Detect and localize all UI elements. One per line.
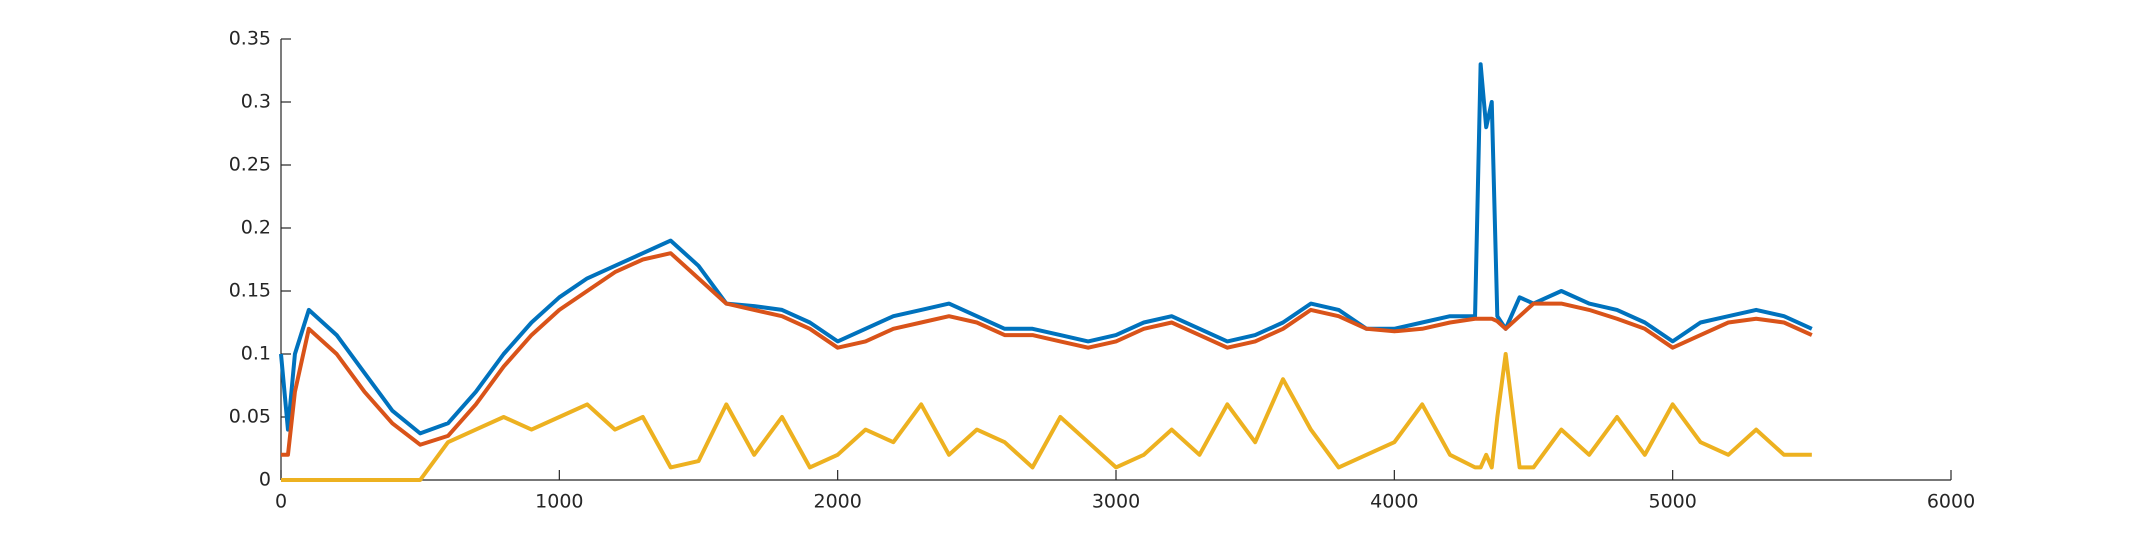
y-tick-label: 0.15	[229, 280, 271, 302]
y-tick-label: 0.3	[241, 91, 271, 113]
x-tick-label: 1000	[535, 491, 583, 513]
x-tick-label: 6000	[1927, 491, 1975, 513]
x-tick-label: 0	[275, 491, 287, 513]
y-tick-label: 0.25	[229, 154, 271, 176]
series-line	[281, 352, 1812, 482]
x-tick-label: 5000	[1648, 491, 1696, 513]
x-tick-label: 2000	[813, 491, 861, 513]
x-tick-label: 4000	[1370, 491, 1418, 513]
series-line	[281, 251, 1813, 457]
x-tick-label: 3000	[1092, 491, 1140, 513]
y-tick-label: 0	[259, 469, 271, 491]
y-tick-label: 0.2	[241, 217, 271, 239]
y-tick-label: 0.35	[229, 28, 271, 50]
y-tick-label: 0.1	[241, 343, 271, 365]
y-tick-label: 0.05	[229, 406, 271, 428]
series-line	[279, 62, 1813, 436]
